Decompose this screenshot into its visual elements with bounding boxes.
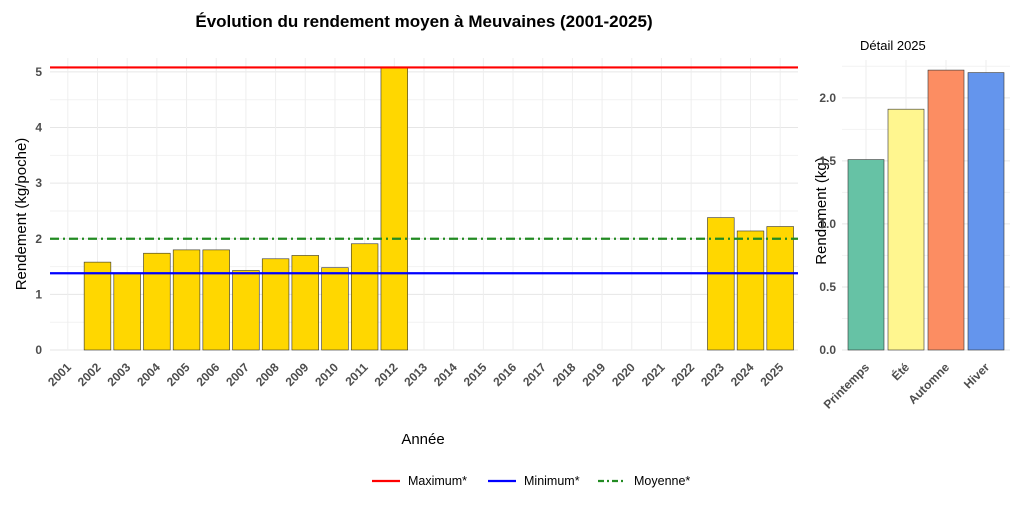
legend: Maximum* Minimum* Moyenne* xyxy=(372,474,690,488)
bar-2010 xyxy=(321,267,349,351)
main-y-axis-title: Rendement (kg/poche) xyxy=(13,138,30,291)
x-tick-label: 2007 xyxy=(223,360,252,389)
y-tick-label: 1.0 xyxy=(819,217,836,231)
bar-2009 xyxy=(291,255,319,351)
x-tick-label: 2002 xyxy=(75,360,104,389)
x-tick-label: Été xyxy=(888,359,912,383)
detail-y-axis-title: Rendement (kg) xyxy=(813,157,830,265)
bar-2012 xyxy=(380,67,408,351)
x-tick-label: Printemps xyxy=(821,360,873,412)
y-tick-label: 0 xyxy=(35,343,42,357)
y-tick-label: 1 xyxy=(35,287,42,301)
bar-hiver xyxy=(967,72,1005,351)
bar-automne xyxy=(927,69,965,351)
x-tick-label: 2009 xyxy=(283,360,312,389)
x-tick-label: 2016 xyxy=(490,360,519,389)
bar-2023 xyxy=(707,217,735,351)
x-tick-label: 2017 xyxy=(520,360,549,389)
x-tick-label: 2025 xyxy=(758,360,787,389)
x-tick-label: 2003 xyxy=(105,360,134,389)
x-tick-label: 2005 xyxy=(164,360,193,389)
bar-été xyxy=(887,108,925,351)
bar-2025 xyxy=(766,226,794,351)
x-tick-label: 2006 xyxy=(194,360,223,389)
y-tick-label: 0.5 xyxy=(819,280,836,294)
legend-label: Minimum* xyxy=(524,474,580,488)
x-tick-label: 2012 xyxy=(372,360,401,389)
x-tick-label: Hiver xyxy=(961,360,992,391)
y-tick-label: 2 xyxy=(35,232,42,246)
x-tick-label: 2013 xyxy=(401,360,430,389)
x-tick-label: 2023 xyxy=(698,360,727,389)
bar-2024 xyxy=(736,230,765,351)
bar-2004 xyxy=(143,252,171,351)
x-tick-label: 2011 xyxy=(342,360,371,389)
bar-printemps xyxy=(847,159,885,351)
x-tick-label: 2022 xyxy=(668,360,697,389)
y-tick-label: 2.0 xyxy=(819,91,836,105)
x-tick-label: 2004 xyxy=(134,360,163,389)
y-tick-label: 1.5 xyxy=(819,154,836,168)
x-tick-label: 2018 xyxy=(550,360,579,389)
x-tick-label: 2010 xyxy=(312,360,341,389)
x-tick-label: 2024 xyxy=(728,360,757,389)
bar-2003 xyxy=(113,272,141,351)
y-tick-label: 5 xyxy=(35,65,42,79)
bar-2011 xyxy=(350,243,379,351)
x-tick-label: 2014 xyxy=(431,360,460,389)
x-tick-label: 2019 xyxy=(579,360,608,389)
x-tick-label: 2021 xyxy=(639,360,668,389)
bar-2005 xyxy=(172,249,201,351)
x-tick-label: 2008 xyxy=(253,360,282,389)
bar-2007 xyxy=(232,270,260,351)
x-tick-label: Automne xyxy=(905,360,952,407)
detail-chart-title: Détail 2025 xyxy=(860,38,926,53)
y-tick-label: 3 xyxy=(35,176,42,190)
legend-label: Maximum* xyxy=(408,474,467,488)
y-tick-label: 4 xyxy=(35,121,42,135)
x-tick-label: 2015 xyxy=(461,360,490,389)
x-tick-label: 2020 xyxy=(609,360,638,389)
bar-2006 xyxy=(202,249,230,351)
main-x-axis-title: Année xyxy=(401,431,444,448)
bar-2002 xyxy=(83,261,112,351)
legend-label: Moyenne* xyxy=(634,474,690,488)
main-chart-title: Évolution du rendement moyen à Meuvaines… xyxy=(195,12,652,31)
x-tick-label: 2001 xyxy=(45,360,74,389)
y-tick-label: 0.0 xyxy=(819,343,836,357)
